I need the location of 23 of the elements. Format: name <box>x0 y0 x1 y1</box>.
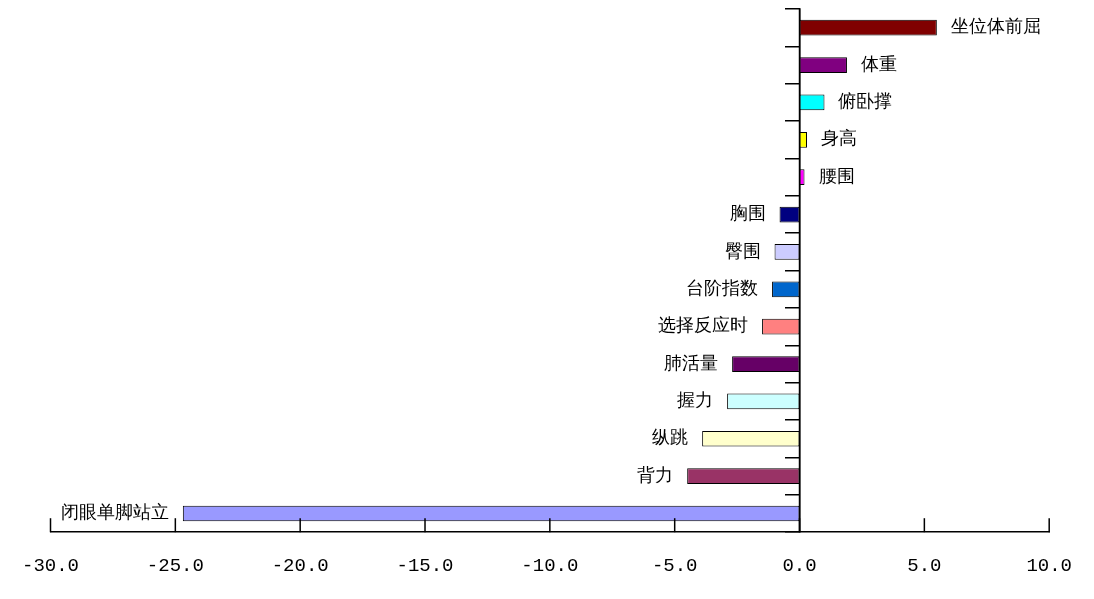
x-tick-label: -25.0 <box>146 554 204 577</box>
y-tick-label: 胸围 <box>729 202 766 224</box>
x-tick-label: -10.0 <box>521 554 579 577</box>
x-tick-label: 0.0 <box>782 554 817 577</box>
y-tick-label: 俯卧撑 <box>838 90 893 112</box>
y-tick-label: 纵跳 <box>652 426 689 448</box>
x-tick-label: 10.0 <box>1026 554 1072 577</box>
y-tick-label: 腰围 <box>818 164 855 186</box>
x-tick-label: -30.0 <box>22 554 80 577</box>
x-tick-label: -20.0 <box>271 554 329 577</box>
x-tick-label: -5.0 <box>651 554 698 577</box>
y-tick-label: 臀围 <box>724 239 761 261</box>
y-tick-label: 肺活量 <box>664 351 719 373</box>
x-tick-label: 5.0 <box>907 554 942 577</box>
y-tick-label: 背力 <box>637 463 674 485</box>
x-tick-label: -15.0 <box>396 554 454 577</box>
y-tick-label: 坐位体前屈 <box>950 15 1041 37</box>
y-tick-label: 握力 <box>677 389 714 411</box>
y-tick-label: 闭眼单脚站立 <box>60 501 169 523</box>
y-tick-label: 台阶指数 <box>686 276 759 298</box>
y-tick-label: 体重 <box>860 52 897 74</box>
y-tick-label: 身高 <box>821 127 858 149</box>
y-tick-label: 选择反应时 <box>658 314 749 336</box>
